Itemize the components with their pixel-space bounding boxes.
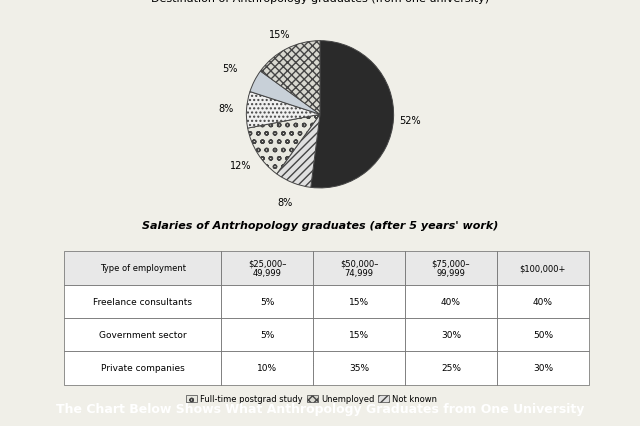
- Title: Destination of Anthropology graduates (from one university): Destination of Anthropology graduates (f…: [151, 0, 489, 3]
- FancyBboxPatch shape: [497, 318, 589, 351]
- FancyBboxPatch shape: [221, 351, 314, 385]
- Text: 15%: 15%: [349, 297, 369, 306]
- Text: 25%: 25%: [441, 363, 461, 373]
- Wedge shape: [248, 115, 320, 175]
- Text: 30%: 30%: [441, 330, 461, 339]
- Wedge shape: [246, 92, 320, 129]
- FancyBboxPatch shape: [221, 318, 314, 351]
- Text: Government sector: Government sector: [99, 330, 186, 339]
- FancyBboxPatch shape: [221, 285, 314, 318]
- Text: $25,000–
49,999: $25,000– 49,999: [248, 259, 287, 278]
- Text: 35%: 35%: [349, 363, 369, 373]
- FancyBboxPatch shape: [497, 252, 589, 285]
- FancyBboxPatch shape: [405, 318, 497, 351]
- Text: 15%: 15%: [349, 330, 369, 339]
- Text: 8%: 8%: [218, 104, 234, 114]
- FancyBboxPatch shape: [405, 285, 497, 318]
- FancyBboxPatch shape: [64, 351, 221, 385]
- Text: The Chart Below Shows What Anthropology Graduates from One University: The Chart Below Shows What Anthropology …: [56, 402, 584, 415]
- Wedge shape: [260, 42, 320, 115]
- FancyBboxPatch shape: [314, 318, 405, 351]
- Text: 40%: 40%: [533, 297, 553, 306]
- Legend: Full-time postgrad study, Unemployed, Not known: Full-time postgrad study, Unemployed, No…: [186, 394, 437, 403]
- Text: Type of employment: Type of employment: [100, 264, 186, 273]
- FancyBboxPatch shape: [405, 351, 497, 385]
- Text: Private companies: Private companies: [101, 363, 184, 373]
- FancyBboxPatch shape: [497, 351, 589, 385]
- Text: 15%: 15%: [268, 30, 290, 40]
- Text: 50%: 50%: [533, 330, 553, 339]
- Text: $100,000+: $100,000+: [520, 264, 566, 273]
- FancyBboxPatch shape: [64, 285, 221, 318]
- Text: 10%: 10%: [257, 363, 277, 373]
- Text: 5%: 5%: [260, 330, 275, 339]
- Text: $50,000–
74,999: $50,000– 74,999: [340, 259, 378, 278]
- FancyBboxPatch shape: [405, 252, 497, 285]
- Wedge shape: [276, 115, 320, 188]
- Text: 40%: 40%: [441, 297, 461, 306]
- FancyBboxPatch shape: [497, 285, 589, 318]
- FancyBboxPatch shape: [221, 252, 314, 285]
- Text: Freelance consultants: Freelance consultants: [93, 297, 192, 306]
- Text: $75,000–
99,999: $75,000– 99,999: [432, 259, 470, 278]
- Text: 12%: 12%: [230, 161, 251, 170]
- FancyBboxPatch shape: [314, 285, 405, 318]
- Title: Salaries of Antrhopology graduates (after 5 years' work): Salaries of Antrhopology graduates (afte…: [142, 220, 498, 230]
- FancyBboxPatch shape: [314, 252, 405, 285]
- Wedge shape: [250, 72, 320, 115]
- Text: 52%: 52%: [399, 116, 420, 126]
- Text: 5%: 5%: [222, 64, 237, 74]
- FancyBboxPatch shape: [64, 318, 221, 351]
- Wedge shape: [311, 42, 394, 188]
- FancyBboxPatch shape: [64, 252, 221, 285]
- Text: 30%: 30%: [533, 363, 553, 373]
- Text: 8%: 8%: [278, 198, 293, 207]
- Text: 5%: 5%: [260, 297, 275, 306]
- FancyBboxPatch shape: [314, 351, 405, 385]
